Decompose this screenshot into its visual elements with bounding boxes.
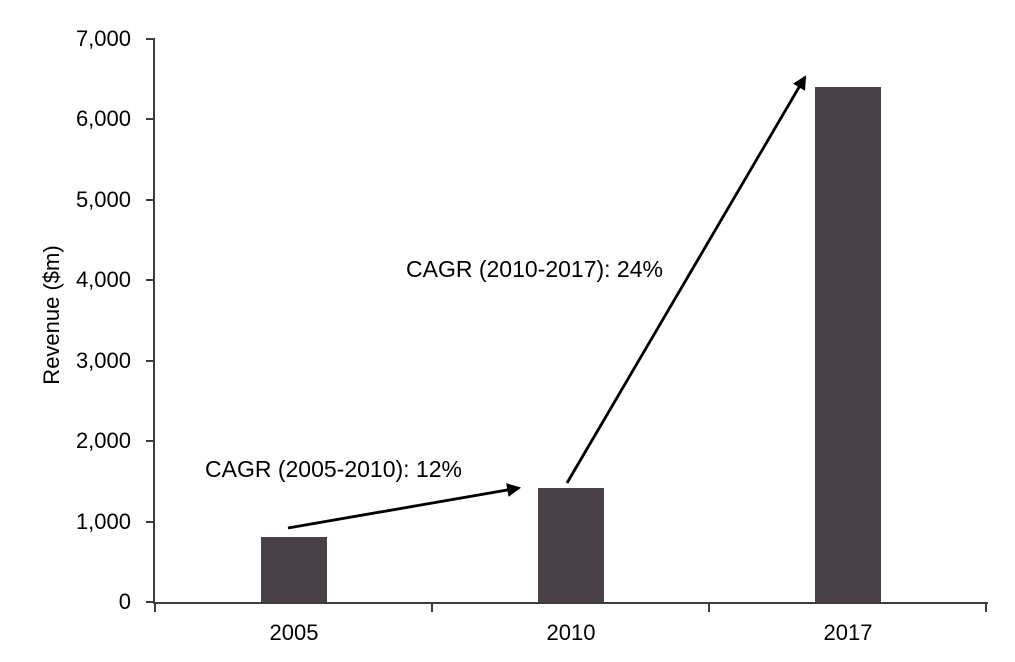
y-tick-label: 7,000	[75, 26, 131, 51]
x-tick	[431, 602, 433, 612]
y-tick-label: 1,000	[75, 509, 131, 534]
bar-2005	[261, 537, 327, 602]
y-tick	[146, 601, 155, 603]
y-tick-label: 2,000	[75, 428, 131, 453]
y-tick-label: 5,000	[75, 187, 131, 212]
x-axis-line	[153, 602, 988, 604]
bar-2017	[815, 87, 881, 602]
y-tick	[146, 360, 155, 362]
y-tick	[146, 279, 155, 281]
y-axis-line	[153, 39, 155, 604]
y-tick-label: 6,000	[75, 106, 131, 131]
x-tick	[985, 602, 987, 612]
y-tick	[146, 118, 155, 120]
y-tick	[146, 521, 155, 523]
y-tick-label: 4,000	[75, 267, 131, 292]
annotation-text-1: CAGR (2005-2010): 12%	[205, 456, 462, 482]
y-tick-label: 0	[118, 589, 131, 614]
x-axis-label-2010: 2010	[546, 620, 596, 645]
y-tick	[146, 199, 155, 201]
x-tick	[154, 602, 156, 612]
annotation-text-2: CAGR (2010-2017): 24%	[406, 256, 663, 282]
annotation-arrow-1	[287, 483, 522, 530]
y-tick	[146, 38, 155, 40]
x-axis-label-2017: 2017	[823, 620, 873, 645]
y-tick-label: 3,000	[75, 348, 131, 373]
x-axis-label-2005: 2005	[269, 620, 319, 645]
bar-2010	[538, 488, 604, 602]
y-tick	[146, 440, 155, 442]
x-tick	[708, 602, 710, 612]
